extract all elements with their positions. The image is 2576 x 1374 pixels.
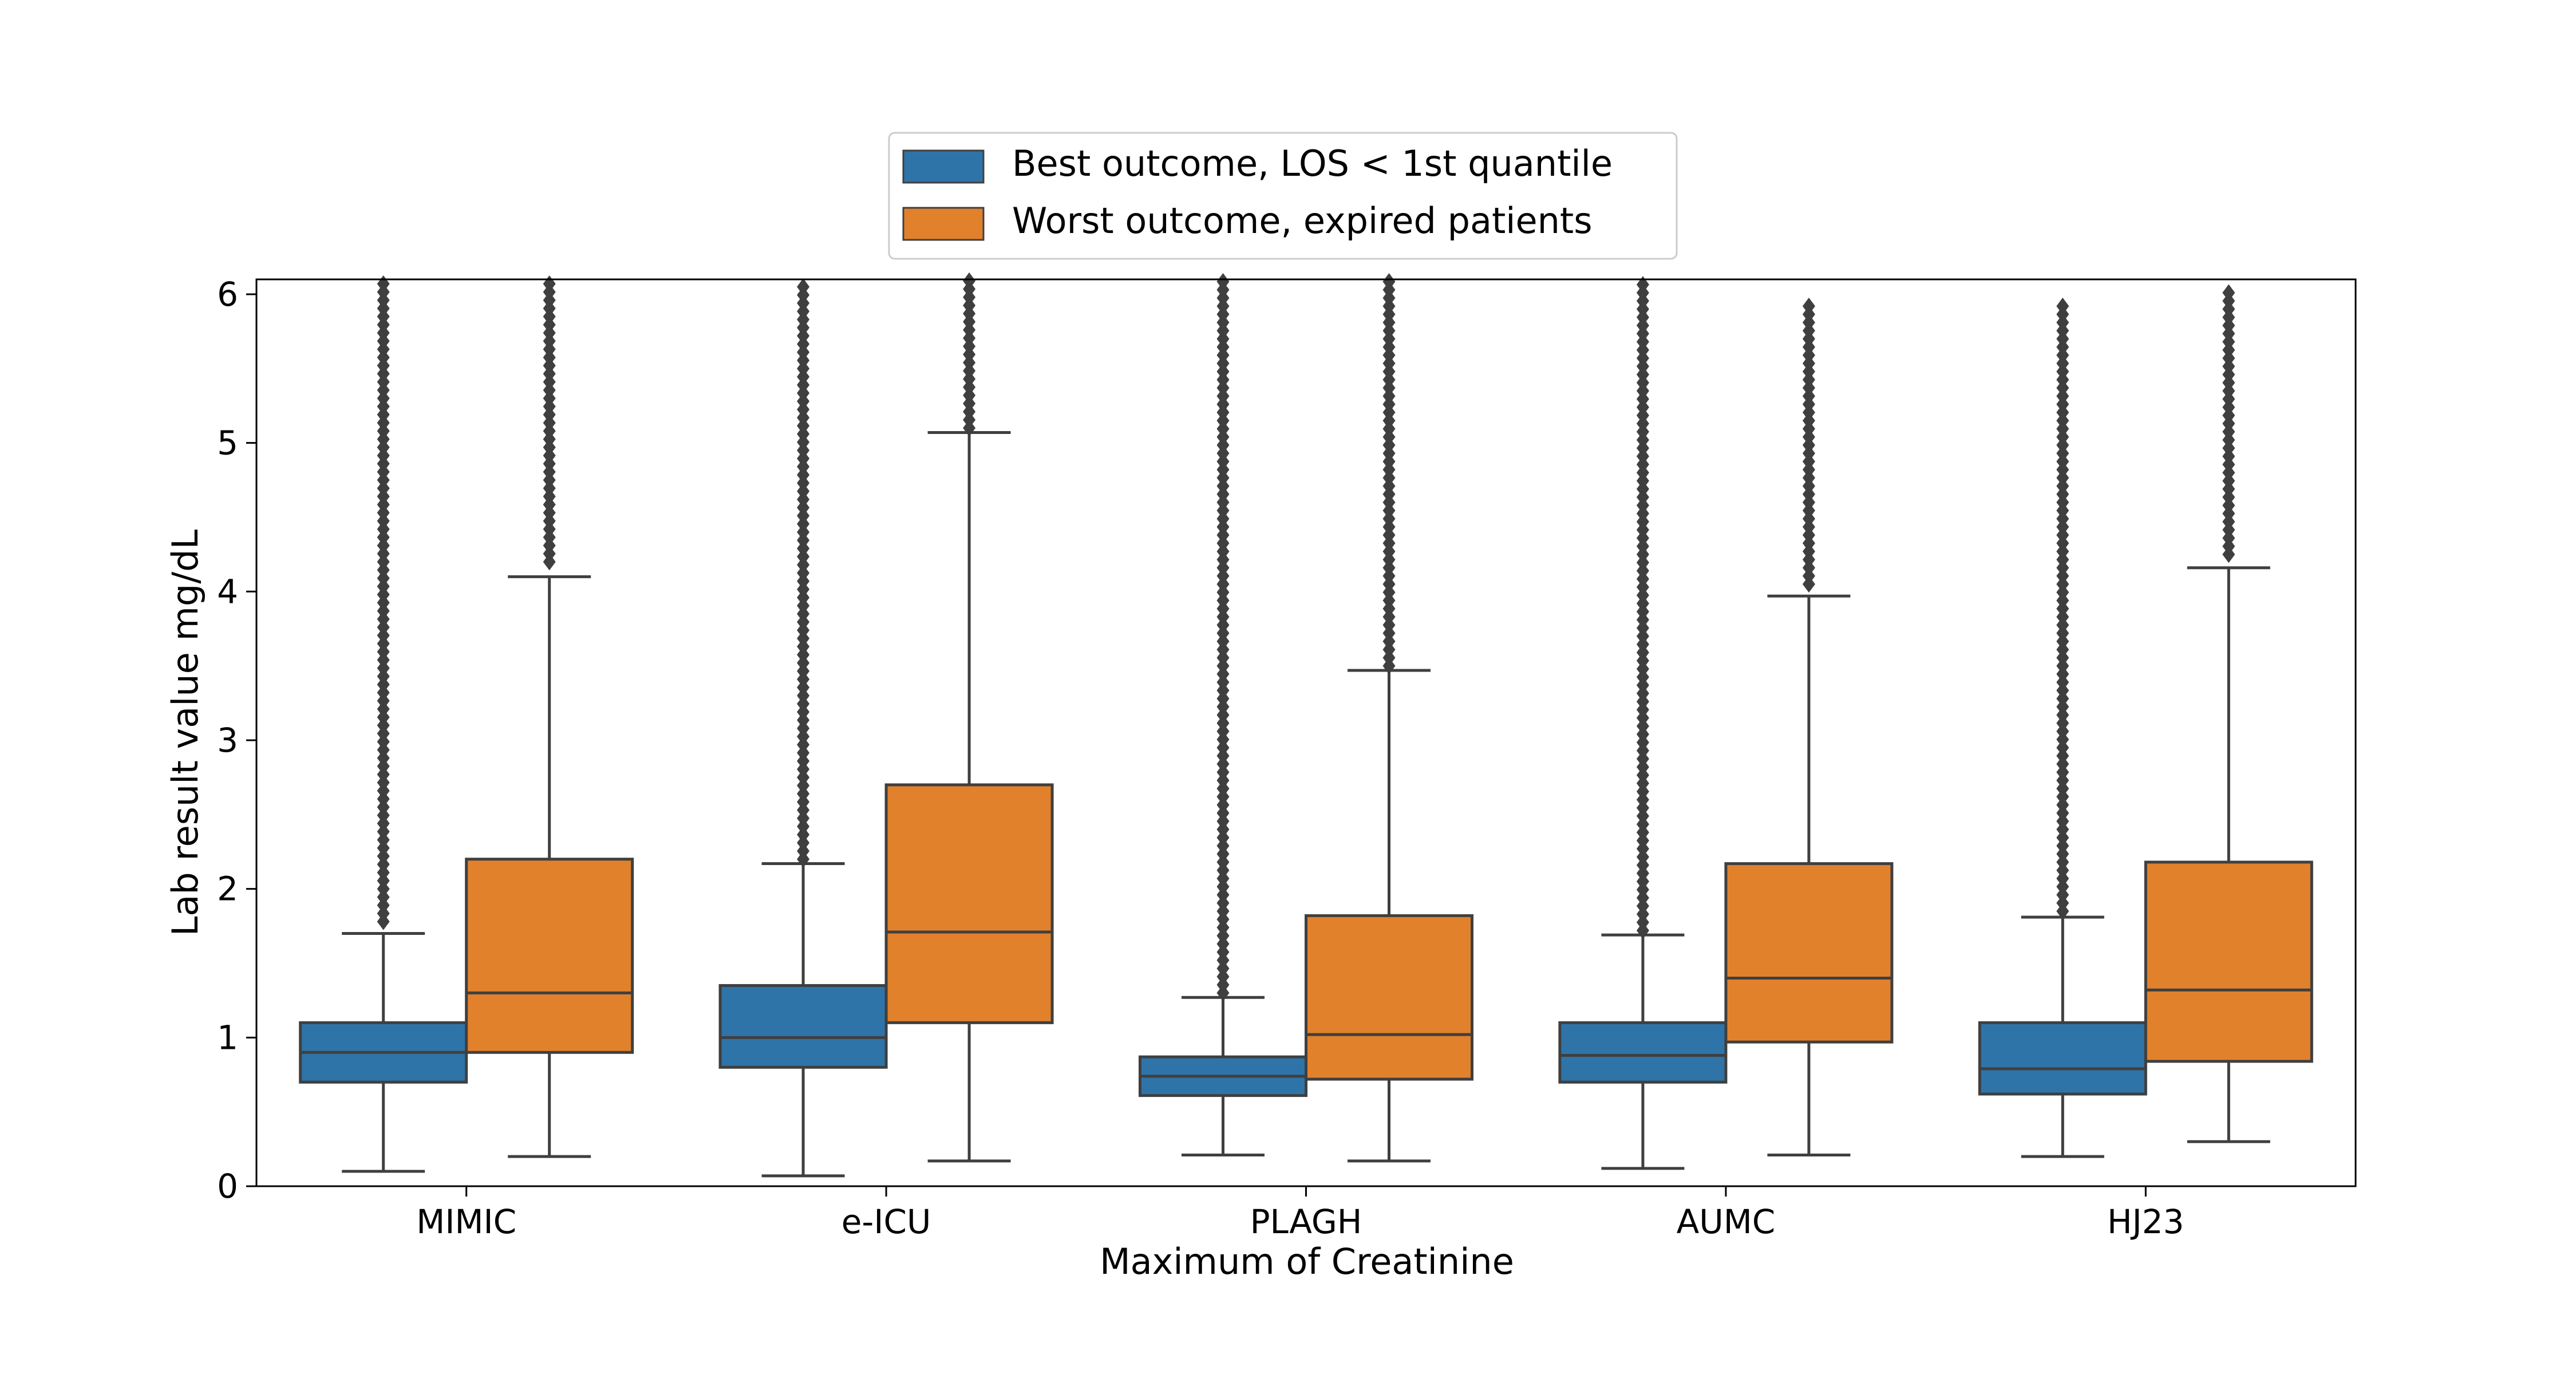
- outlier-point: [2222, 284, 2235, 302]
- box-iqr: [1305, 914, 1473, 1081]
- outlier-point: [1382, 273, 1396, 290]
- y-tick-label: 4: [217, 572, 238, 611]
- box-plagh-worst: [1305, 273, 1473, 1163]
- box-mimic-best: [299, 275, 468, 1173]
- box-plagh-best: [1139, 273, 1307, 1156]
- axes: 0 1 2 3 4 5 6 MIMIC e-ICU PLAGH AUMC HJ23: [217, 275, 2357, 1241]
- y-tick-label: 0: [217, 1167, 238, 1206]
- y-tick-label: 1: [217, 1018, 238, 1057]
- x-axis-title: Maximum of Creatinine: [1100, 1241, 1514, 1282]
- y-tick-label: 5: [217, 424, 238, 463]
- box-hj23-worst: [2144, 284, 2313, 1143]
- legend-swatch-best: [902, 149, 985, 184]
- legend-label-worst: Worst outcome, expired patients: [1012, 200, 1593, 242]
- outlier-point: [1802, 297, 1815, 315]
- box-aumc-best: [1558, 276, 1728, 1170]
- box-iqr: [1724, 862, 1894, 1044]
- box-iqr: [718, 984, 888, 1069]
- y-axis-title: Lab result value mg/dL: [164, 529, 206, 936]
- outlier-point: [963, 272, 976, 290]
- box-iqr: [884, 783, 1054, 1024]
- legend: Best outcome, LOS < 1st quantile Worst o…: [888, 132, 1678, 260]
- box-aumc-worst: [1724, 297, 1894, 1156]
- x-tick-label: MIMIC: [416, 1202, 516, 1241]
- box-hj23-best: [1978, 297, 2147, 1158]
- x-tick-label: PLAGH: [1250, 1202, 1362, 1241]
- box-mimic-worst: [465, 275, 634, 1158]
- box-e-icu-worst: [884, 272, 1054, 1163]
- outlier-point: [797, 278, 810, 295]
- box-iqr: [1978, 1021, 2147, 1096]
- y-tick-label: 3: [217, 721, 238, 760]
- x-tick-label: e-ICU: [841, 1202, 931, 1241]
- outlier-point: [2056, 297, 2069, 315]
- outlier-point: [1636, 276, 1649, 293]
- legend-swatch-worst: [902, 207, 985, 241]
- legend-label-best: Best outcome, LOS < 1st quantile: [1012, 143, 1613, 184]
- box-iqr: [465, 858, 634, 1054]
- outlier-point: [1216, 273, 1230, 290]
- legend-frame: [888, 132, 1678, 260]
- plot-area: [299, 272, 2313, 1178]
- x-tick-label: HJ23: [2107, 1202, 2184, 1241]
- x-tick-label: AUMC: [1677, 1202, 1776, 1241]
- y-tick-label: 6: [217, 275, 238, 314]
- box-iqr: [1558, 1021, 1728, 1084]
- box-e-icu-best: [718, 278, 888, 1178]
- y-tick-label: 2: [217, 870, 238, 909]
- box-iqr: [2144, 860, 2313, 1063]
